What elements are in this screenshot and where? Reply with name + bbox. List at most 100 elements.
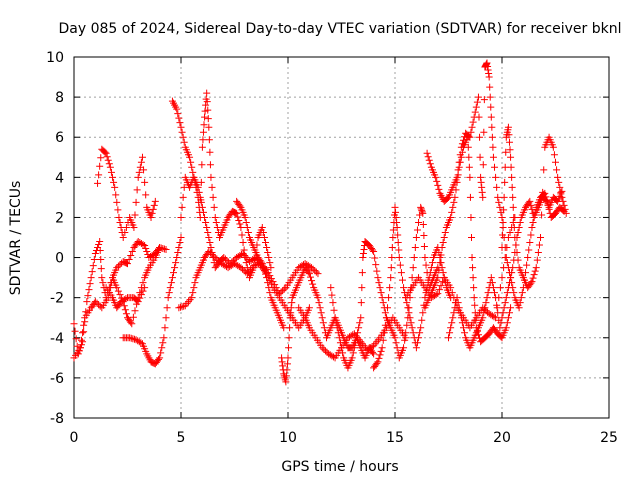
data-point bbox=[501, 299, 509, 307]
data-point bbox=[465, 132, 473, 140]
data-point bbox=[121, 306, 129, 314]
data-point bbox=[501, 178, 509, 186]
data-point bbox=[207, 244, 215, 252]
data-point bbox=[534, 249, 542, 257]
data-point bbox=[315, 299, 323, 307]
data-point bbox=[514, 228, 522, 236]
data-point bbox=[485, 70, 493, 78]
data-point bbox=[127, 318, 135, 326]
data-point bbox=[557, 188, 565, 196]
series-track-17 bbox=[498, 123, 570, 292]
data-point bbox=[371, 254, 379, 262]
data-point bbox=[287, 309, 295, 317]
data-point bbox=[124, 260, 131, 268]
data-point bbox=[128, 248, 136, 256]
data-point bbox=[203, 89, 211, 97]
data-point bbox=[369, 246, 377, 254]
data-point bbox=[308, 277, 316, 285]
data-point bbox=[275, 290, 283, 298]
data-point bbox=[188, 163, 196, 171]
data-point bbox=[105, 160, 113, 168]
data-point bbox=[527, 201, 535, 209]
data-point bbox=[529, 274, 537, 282]
data-point bbox=[561, 205, 569, 213]
data-point bbox=[392, 213, 400, 221]
data-point bbox=[115, 213, 123, 221]
data-point bbox=[239, 239, 247, 247]
data-point bbox=[467, 213, 475, 221]
data-point bbox=[437, 251, 445, 259]
data-point bbox=[263, 274, 271, 282]
data-point bbox=[282, 372, 290, 380]
data-point bbox=[504, 284, 512, 292]
data-point bbox=[177, 213, 185, 221]
data-point bbox=[388, 244, 396, 252]
data-point bbox=[469, 264, 477, 272]
data-point bbox=[419, 220, 427, 228]
data-point bbox=[160, 245, 168, 253]
data-point bbox=[376, 284, 384, 292]
data-point bbox=[533, 256, 541, 264]
data-point bbox=[411, 244, 419, 252]
data-point bbox=[424, 153, 432, 161]
data-point bbox=[348, 354, 356, 362]
data-point bbox=[433, 177, 441, 185]
data-point bbox=[205, 136, 213, 144]
data-point bbox=[549, 143, 557, 151]
data-point bbox=[206, 239, 214, 247]
data-point bbox=[556, 183, 564, 191]
data-point bbox=[417, 203, 425, 211]
data-point bbox=[241, 254, 249, 262]
data-point bbox=[128, 320, 136, 328]
data-point bbox=[210, 203, 218, 211]
data-point bbox=[329, 299, 337, 307]
y-tick-label: 10 bbox=[46, 50, 64, 66]
series-track-14 bbox=[421, 133, 515, 346]
data-point bbox=[504, 314, 512, 322]
data-point bbox=[212, 218, 220, 226]
data-point bbox=[332, 319, 340, 327]
data-point bbox=[447, 284, 455, 292]
data-point bbox=[272, 284, 280, 292]
series-track-7 bbox=[175, 248, 322, 312]
data-point bbox=[202, 218, 210, 226]
data-point bbox=[437, 282, 445, 290]
data-point bbox=[71, 327, 79, 335]
data-point bbox=[485, 73, 493, 81]
data-point bbox=[197, 178, 205, 186]
data-point bbox=[126, 334, 134, 342]
data-point bbox=[395, 254, 403, 262]
data-point bbox=[510, 289, 518, 297]
data-point bbox=[86, 280, 94, 288]
data-point bbox=[381, 321, 389, 329]
data-point bbox=[401, 336, 409, 344]
data-point bbox=[85, 286, 93, 294]
data-point bbox=[493, 304, 501, 312]
data-point bbox=[555, 178, 563, 186]
data-point bbox=[473, 98, 481, 106]
data-point bbox=[398, 276, 406, 284]
data-point bbox=[266, 259, 274, 267]
data-point bbox=[204, 115, 212, 123]
data-point bbox=[288, 299, 296, 307]
data-point bbox=[83, 298, 91, 306]
data-point bbox=[356, 319, 364, 327]
data-point bbox=[93, 299, 101, 307]
data-point bbox=[412, 234, 420, 241]
data-point bbox=[418, 316, 426, 324]
data-point bbox=[280, 324, 288, 332]
data-point bbox=[167, 279, 175, 287]
data-point bbox=[178, 128, 186, 136]
data-point bbox=[451, 299, 459, 307]
data-point bbox=[211, 213, 219, 221]
data-point bbox=[103, 153, 111, 161]
data-point bbox=[455, 158, 463, 166]
series-track-8 bbox=[177, 89, 275, 282]
data-point bbox=[189, 168, 197, 176]
data-point bbox=[162, 246, 170, 254]
data-point bbox=[174, 110, 182, 118]
data-point bbox=[477, 178, 485, 186]
data-point bbox=[175, 114, 183, 122]
data-point bbox=[175, 304, 183, 312]
data-point bbox=[329, 353, 337, 361]
